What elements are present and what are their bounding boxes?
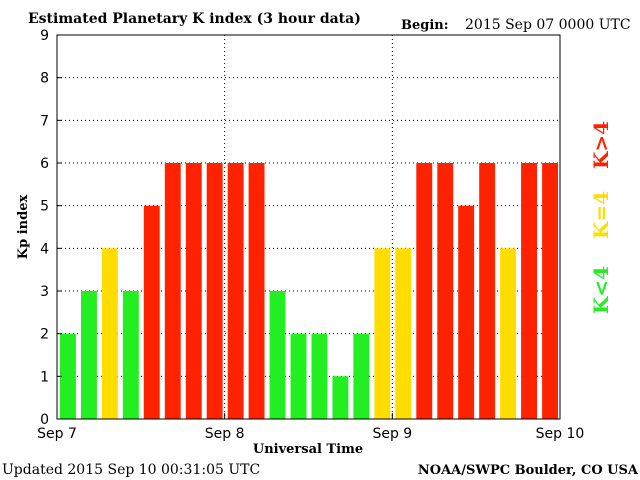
kp-bar xyxy=(416,163,433,419)
legend-equal: K=4 xyxy=(589,191,613,239)
y-tick-label: 6 xyxy=(40,156,49,172)
kp-bar xyxy=(206,163,223,419)
legend-low: K<4 xyxy=(589,266,613,314)
kp-bar xyxy=(269,291,286,419)
begin-value: 2015 Sep 07 0000 UTC xyxy=(465,17,631,33)
kp-bar xyxy=(479,163,496,419)
chart-title: Estimated Planetary K index (3 hour data… xyxy=(28,11,361,27)
kp-bar xyxy=(374,248,391,419)
x-tick-label: Sep 10 xyxy=(536,426,585,442)
y-tick-label: 8 xyxy=(40,71,49,87)
x-tick-label: Sep 8 xyxy=(205,426,245,442)
y-axis-label: Kp index xyxy=(16,195,31,260)
kp-bar xyxy=(542,163,558,419)
plot-frame xyxy=(56,34,561,420)
x-axis-label: Universal Time xyxy=(253,442,363,457)
kp-bar xyxy=(521,163,537,419)
kp-bar xyxy=(311,333,328,419)
kp-bar xyxy=(143,205,160,419)
begin-label: Begin: xyxy=(401,18,449,33)
kp-bar xyxy=(248,163,265,419)
kp-bar xyxy=(81,291,97,419)
y-tick-label: 4 xyxy=(40,241,49,257)
y-tick-label: 2 xyxy=(40,327,49,343)
kp-bar xyxy=(185,163,202,419)
legend-high: K>4 xyxy=(589,121,613,169)
y-tick-label: 7 xyxy=(40,113,49,129)
x-tick-labels: Sep 7 Sep 8 Sep 9 Sep 10 xyxy=(37,413,584,442)
kp-bar xyxy=(332,376,349,419)
updated-timestamp: Updated 2015 Sep 10 00:31:05 UTC xyxy=(2,462,260,478)
kp-bar xyxy=(458,205,475,419)
source-credit: NOAA/SWPC Boulder, CO USA xyxy=(418,463,639,478)
kp-bar xyxy=(101,248,118,419)
kp-bar xyxy=(353,333,370,419)
kp-bar xyxy=(164,163,181,419)
kp-bar xyxy=(60,333,76,419)
y-tick-label: 0 xyxy=(40,412,49,428)
y-tick-label: 9 xyxy=(40,28,49,44)
bars xyxy=(60,163,558,419)
kp-bar xyxy=(290,333,307,419)
grid-lines xyxy=(57,35,560,419)
kp-bar xyxy=(500,248,516,419)
y-tick-label: 3 xyxy=(40,284,49,300)
x-tick-label: Sep 7 xyxy=(37,426,77,442)
y-tick-label: 5 xyxy=(40,199,49,215)
x-tick-label: Sep 9 xyxy=(372,426,412,442)
kp-bar xyxy=(437,163,454,419)
y-tick-labels: 0 1 2 3 4 5 6 7 8 9 xyxy=(40,28,62,428)
kp-bar xyxy=(395,248,412,419)
y-tick-label: 1 xyxy=(40,369,49,385)
kp-bar xyxy=(227,163,244,419)
kp-bar xyxy=(122,291,139,419)
